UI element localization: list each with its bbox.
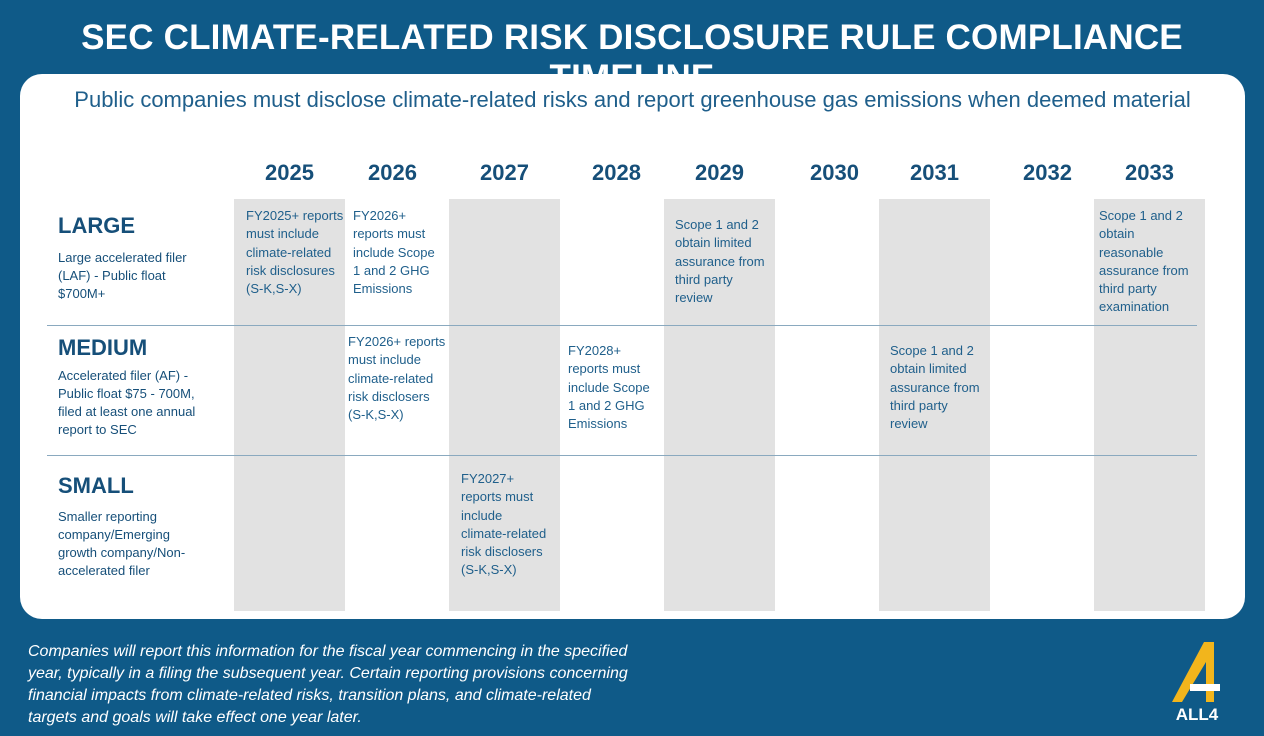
year-label: 2026 [368,160,417,185]
year-label: 2032 [1023,160,1072,185]
tier-description: Accelerated filer (AF) - Public float $7… [58,368,196,437]
tier-name: LARGE [58,213,135,238]
cell-text: FY2026+ reports must include climate-rel… [348,334,446,423]
year-band [449,199,560,611]
footer-note: Companies will report this information f… [28,643,628,726]
logo-shape [1172,642,1214,702]
logo-mark [1172,642,1220,702]
year-band [1094,199,1205,611]
panel [20,74,1245,619]
year-band [664,199,775,611]
year-label: 2025 [265,160,314,185]
cell-text: Scope 1 and 2 obtain reasonable assuranc… [1099,208,1189,315]
logo-bar [1190,684,1220,691]
cell-text: FY2026+ reports must include Scope 1 and… [353,208,435,297]
logo-text: ALL4 [1175,705,1219,724]
tier-name: MEDIUM [58,335,148,360]
year-label: 2028 [592,160,641,185]
tier-name: SMALL [58,473,134,498]
year-label: 2030 [810,160,859,185]
year-label: 2031 [910,160,959,185]
cell-text: FY2025+ reports must include climate-rel… [246,208,344,297]
year-band [234,199,345,611]
year-label: 2027 [480,160,529,185]
row-divider [47,455,1197,456]
tier-description: Smaller reporting company/Emerging growt… [58,509,186,578]
cell-text: FY2027+ reports must include climate-rel… [461,471,547,578]
cell-text: Scope 1 and 2 obtain limited assurance f… [890,343,980,432]
cell-text: FY2028+ reports must include Scope 1 and… [568,343,650,432]
subtitle: Public companies must disclose climate-r… [74,87,1191,112]
row-divider [47,325,1197,326]
cell-text: Scope 1 and 2 obtain limited assurance f… [675,217,765,306]
tier-description: Large accelerated filer (LAF) - Public f… [58,250,187,301]
year-band [879,199,990,611]
year-label: 2029 [695,160,744,185]
year-label: 2033 [1125,160,1174,185]
